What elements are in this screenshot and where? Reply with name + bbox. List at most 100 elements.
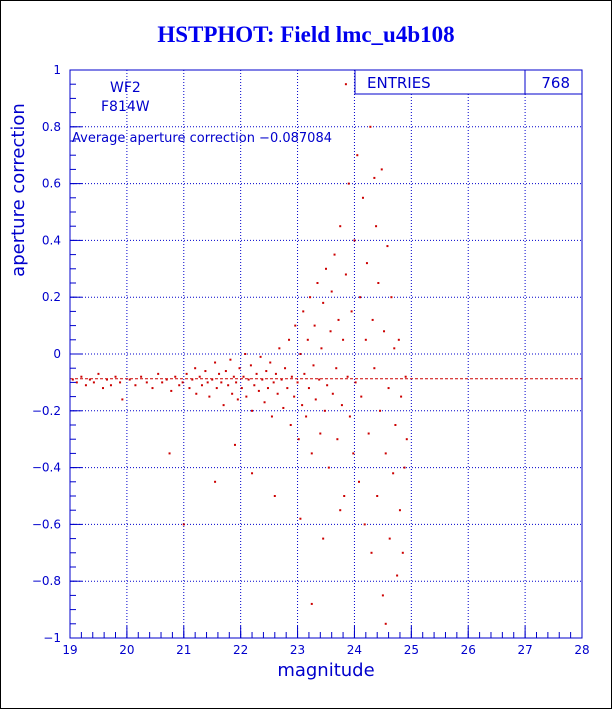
data-point — [377, 282, 380, 284]
stats-entries-label: ENTRIES — [367, 74, 431, 92]
data-point — [255, 372, 258, 375]
data-point — [251, 472, 254, 475]
data-point — [359, 296, 362, 299]
data-point — [396, 574, 399, 577]
data-point — [383, 330, 386, 333]
y-tick-label: 0.6 — [42, 177, 61, 191]
data-point — [347, 182, 350, 185]
y-tick-label: 0.4 — [42, 233, 61, 247]
data-point — [249, 364, 252, 367]
data-point — [170, 389, 173, 392]
page-title: HSTPHOT: Field lmc_u4b108 — [157, 22, 455, 47]
data-point — [373, 367, 376, 370]
data-point — [369, 125, 372, 128]
data-point — [313, 324, 316, 327]
data-point — [235, 381, 238, 384]
data-point — [274, 372, 277, 375]
data-point — [224, 370, 227, 373]
data-point — [232, 375, 235, 378]
data-point — [310, 602, 313, 605]
data-point — [140, 375, 143, 378]
data-point — [290, 375, 293, 378]
data-point — [337, 318, 340, 321]
data-point — [92, 381, 95, 384]
data-point — [343, 495, 346, 497]
data-point — [288, 338, 291, 341]
data-point — [198, 375, 201, 378]
y-tick-label: −0.8 — [32, 574, 61, 588]
data-point — [307, 387, 310, 390]
data-point — [302, 310, 305, 313]
data-point — [322, 537, 325, 540]
x-tick-label: 24 — [347, 643, 362, 657]
data-point — [376, 495, 379, 497]
data-point — [344, 83, 347, 86]
data-point — [200, 384, 203, 387]
data-point — [333, 253, 336, 256]
data-point — [80, 375, 83, 378]
data-point — [322, 301, 325, 304]
y-tick-label: −0.4 — [32, 461, 61, 475]
y-tick-label: 1 — [53, 63, 61, 77]
data-point — [371, 318, 374, 321]
data-point — [339, 509, 342, 512]
data-point — [342, 338, 345, 341]
data-point — [319, 432, 322, 435]
data-point — [236, 398, 239, 401]
data-point — [400, 395, 403, 398]
data-point — [289, 424, 292, 426]
data-point — [71, 378, 74, 381]
x-tick-label: 26 — [461, 643, 476, 657]
data-point — [244, 353, 247, 355]
data-point — [310, 452, 313, 455]
data-point — [326, 384, 329, 387]
data-point — [188, 387, 191, 390]
data-point — [261, 378, 264, 381]
data-point — [233, 443, 236, 446]
data-point — [214, 480, 217, 483]
data-point — [165, 378, 168, 381]
data-point — [375, 225, 378, 228]
data-point — [265, 370, 268, 373]
data-point — [214, 361, 217, 364]
data-point — [384, 622, 387, 625]
data-point — [365, 262, 368, 265]
data-point — [119, 381, 122, 384]
data-point — [303, 372, 306, 375]
data-point — [273, 495, 276, 497]
data-point — [401, 551, 404, 554]
data-point — [370, 551, 373, 554]
data-point — [88, 378, 91, 381]
data-point — [263, 401, 266, 404]
data-point — [331, 392, 334, 395]
data-point — [387, 387, 390, 390]
data-point — [251, 409, 254, 412]
data-point — [114, 375, 117, 378]
data-point — [323, 409, 326, 412]
data-point — [178, 384, 181, 387]
data-point — [185, 372, 188, 375]
data-point — [282, 406, 285, 409]
data-point — [101, 387, 104, 390]
data-point — [270, 415, 273, 418]
ticks: 19 20 21 22 23 24 25 26 27 28 −1 −0.8 −0.6 −0.4 −0.2 0 0… — [32, 63, 590, 657]
data-point — [301, 404, 304, 407]
data-point — [397, 338, 400, 341]
data-point — [356, 154, 359, 157]
camera-label: WF2 — [110, 80, 141, 96]
data-point — [174, 375, 177, 378]
data-point — [194, 367, 197, 370]
data-point — [388, 537, 391, 540]
data-point — [394, 424, 397, 426]
x-tick-label: 27 — [517, 643, 532, 657]
y-tick-label: −0.2 — [32, 404, 61, 418]
data-point — [206, 381, 209, 384]
data-point — [297, 438, 300, 441]
data-point — [350, 310, 353, 313]
data-point — [305, 415, 308, 418]
data-point — [327, 466, 330, 469]
data-point — [208, 395, 211, 398]
data-point — [340, 404, 343, 407]
data-point — [195, 392, 198, 395]
data-point — [367, 432, 370, 435]
